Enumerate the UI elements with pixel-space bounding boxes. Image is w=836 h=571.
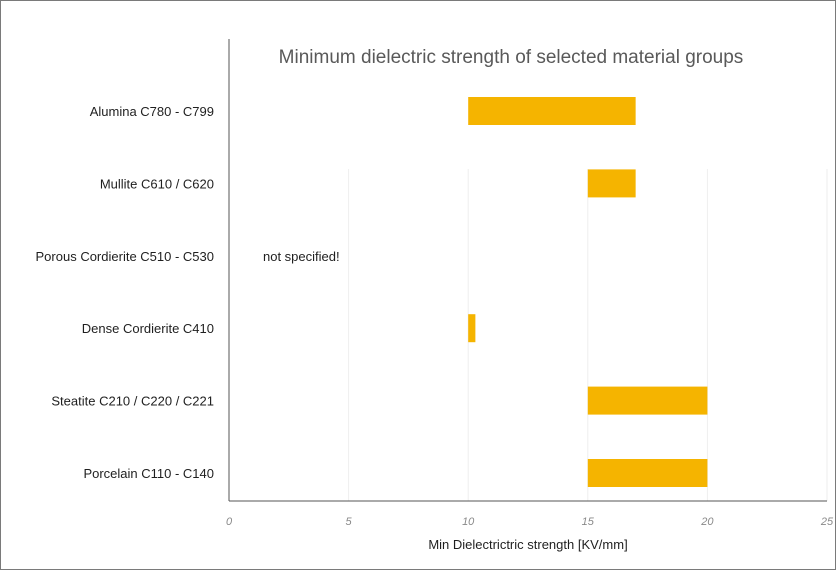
x-tick-label: 15 <box>582 516 595 528</box>
category-label: Mullite C610 / C620 <box>100 176 214 191</box>
category-label: Steatite C210 / C220 / C221 <box>51 394 214 409</box>
x-tick-label: 5 <box>346 516 353 528</box>
category-labels: Alumina C780 - C799 Mullite C610 / C620 Po… <box>36 104 214 481</box>
category-label: Dense Cordierite C410 <box>82 321 214 336</box>
gridlines <box>348 169 828 501</box>
bar <box>468 97 636 125</box>
bar <box>587 386 708 415</box>
category-label: Porous Cordierite C510 - C530 <box>36 249 214 264</box>
bar <box>587 459 708 487</box>
x-tick-label: 10 <box>462 516 475 528</box>
x-tick-label: 25 <box>820 516 834 528</box>
annotations: not specified! <box>263 249 340 264</box>
x-tick-label: 0 <box>226 516 233 528</box>
bar <box>587 169 636 198</box>
bars <box>468 97 708 487</box>
category-label: Alumina C780 - C799 <box>90 104 214 119</box>
category-label: Porcelain C110 - C140 <box>83 466 214 481</box>
bar <box>468 314 476 343</box>
x-tick-label: 20 <box>700 516 714 528</box>
annotation-label: not specified! <box>263 249 340 264</box>
x-axis-title: Min Dielectrictric strength [KV/mm] <box>428 537 627 552</box>
chart-title: Minimum dielectric strength of selected … <box>279 47 744 68</box>
x-tick-labels: 0 5 10 15 20 25 <box>226 516 834 528</box>
